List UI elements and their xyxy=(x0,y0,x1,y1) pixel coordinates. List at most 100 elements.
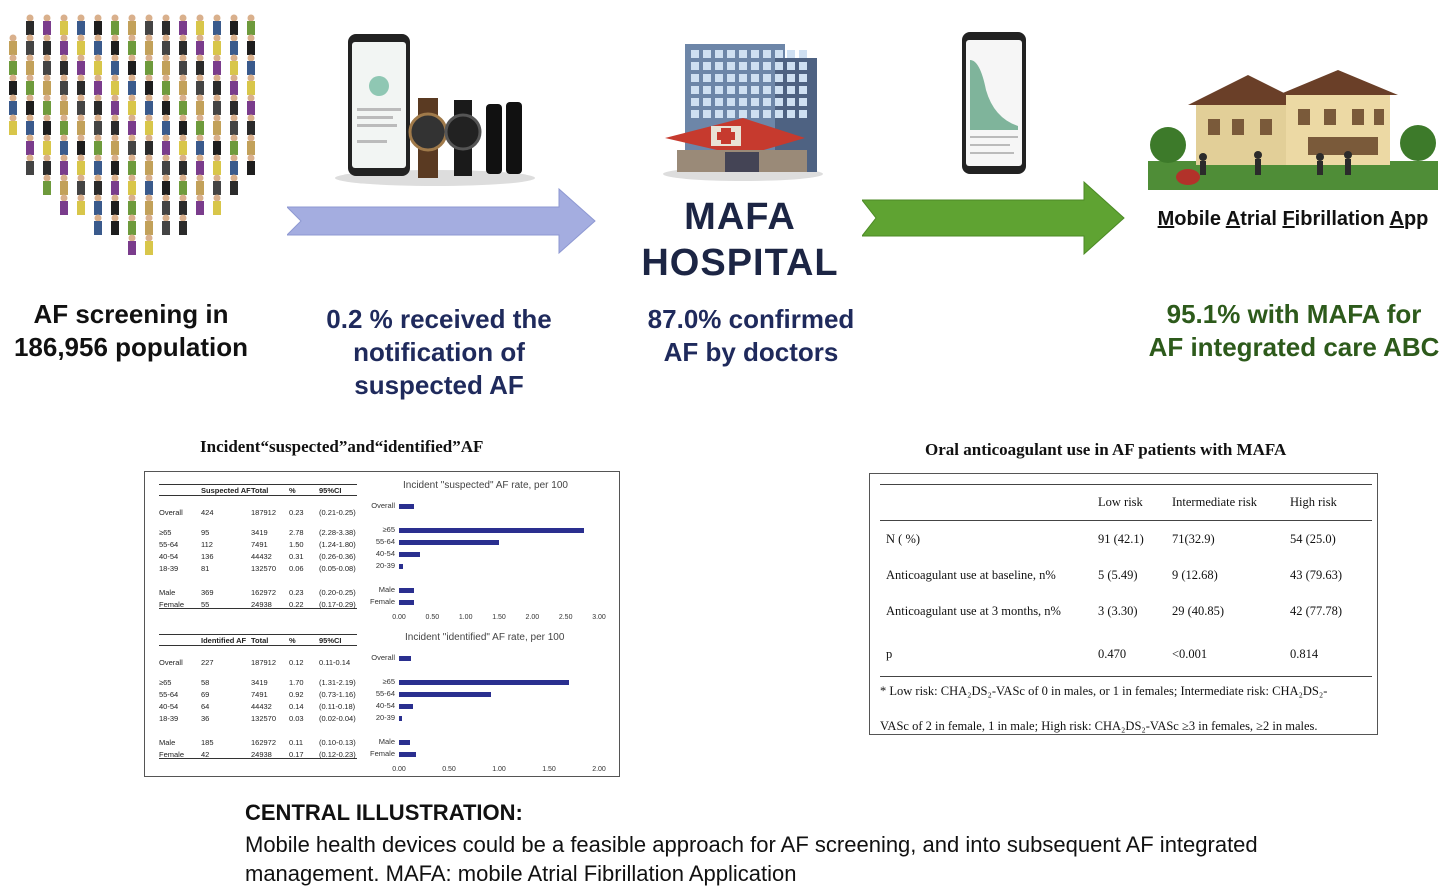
bar-category-label: 40-54 xyxy=(375,549,395,558)
table-cell: 58 xyxy=(201,678,210,687)
x-tick-label: 1.00 xyxy=(458,614,473,621)
bar xyxy=(399,656,411,661)
table-cell: (0.12-0.23) xyxy=(319,750,356,759)
table-cell: 44432 xyxy=(251,702,272,711)
mobile-af-app-label: Mobile Atrial Fibrillation App xyxy=(1157,208,1429,230)
table-cell: 24938 xyxy=(251,750,272,759)
table-cell: 69 xyxy=(201,690,210,699)
table-rule xyxy=(880,676,1372,677)
bar xyxy=(399,704,413,709)
anticoagulant-table-panel: Low risk Intermediate risk High risk N ( %)… xyxy=(869,473,1378,735)
table-cell: 36 xyxy=(201,714,210,723)
x-tick-label: 2.50 xyxy=(558,614,573,621)
table-cell: (0.21-0.25) xyxy=(319,508,356,517)
oac-cell: <0.001 xyxy=(1172,647,1208,661)
bar-category-label: Female xyxy=(369,597,395,606)
x-tick-label: 0.00 xyxy=(392,614,406,621)
bar-category-label: 40-54 xyxy=(375,701,395,710)
table-rule xyxy=(159,645,357,646)
bar-category-label: 55-64 xyxy=(375,689,395,698)
bar xyxy=(399,680,569,685)
table-cell: 1.50 xyxy=(289,540,304,549)
oac-header-cell: Intermediate risk xyxy=(1172,495,1258,509)
oac-header-cell: High risk xyxy=(1290,495,1337,509)
bar-category-label: Male xyxy=(378,737,395,746)
table-cell: 187912 xyxy=(251,508,277,517)
table-rule xyxy=(159,634,357,635)
phone-app-illustration xyxy=(962,32,1026,174)
table-cell: 3419 xyxy=(251,528,268,537)
table-cell: 55-64 xyxy=(159,690,179,699)
bar xyxy=(399,692,491,697)
bar xyxy=(399,564,403,569)
table-cell: 0.06 xyxy=(289,564,304,573)
table-rule xyxy=(159,758,357,759)
oac-cell: 5 (5.49) xyxy=(1098,568,1138,582)
header-cell: % xyxy=(289,486,296,495)
oac-cell: 0.814 xyxy=(1290,647,1319,661)
suspected-chart-title: Incident "suspected" AF rate, per 100 xyxy=(403,480,568,491)
table-row: 40-54 64 44432 0.14 (0.11-0.18) xyxy=(159,702,389,712)
table-cell: 0.12 xyxy=(289,658,304,667)
table-cell: (0.73-1.16) xyxy=(319,690,356,699)
table-cell: (0.10-0.13) xyxy=(319,738,356,747)
table-cell: (2.28-3.38) xyxy=(319,528,356,537)
table-cell: 162972 xyxy=(251,738,277,747)
header-cell: Total xyxy=(251,636,269,645)
table-cell: 0.23 xyxy=(289,588,304,597)
table-cell: 81 xyxy=(201,564,210,573)
table-cell: 187912 xyxy=(251,658,277,667)
table-cell: Male xyxy=(159,588,176,597)
bar xyxy=(399,504,415,509)
table-cell: Male xyxy=(159,738,176,747)
table-row: Male 369 162972 0.23 (0.20-0.25) xyxy=(159,588,389,598)
x-tick-label: 2.00 xyxy=(525,614,540,621)
bar-category-label: ≥65 xyxy=(382,677,395,686)
table-cell: (0.17-0.29) xyxy=(319,600,356,609)
table-rule xyxy=(159,608,357,609)
table-cell: 42 xyxy=(201,750,210,759)
incidence-panel: Suspected AF Total% 95%CI Overall 424 187912 0… xyxy=(144,471,620,777)
oac-cell: 71(32.9) xyxy=(1172,532,1215,546)
header-cell: 95%CI xyxy=(319,486,342,495)
table-cell: 0.22 xyxy=(289,600,304,609)
heart-of-people-illustration xyxy=(9,14,255,255)
table-cell: 0.11-0.14 xyxy=(319,658,351,667)
table-cell: 7491 xyxy=(251,540,268,549)
table-cell: 40-54 xyxy=(159,702,179,711)
oac-footnote: * Low risk: CHA₂DS₂-VASc of 0 in males, … xyxy=(880,684,1328,698)
oac-cell: 9 (12.68) xyxy=(1172,568,1218,582)
table-cell: 0.17 xyxy=(289,750,304,759)
table-cell: (1.24-1.80) xyxy=(319,540,356,549)
table-cell: 227 xyxy=(201,658,214,667)
table-row: 40-54 136 44432 0.31 (0.26-0.36) xyxy=(159,552,389,562)
bar-category-label: 55-64 xyxy=(375,537,395,546)
bar xyxy=(399,740,410,745)
table-row: 18-39 81 132570 0.06 (0.05-0.08) xyxy=(159,564,389,574)
table-row: Female 42 24938 0.17 (0.12-0.23) xyxy=(159,750,389,760)
table-cell: 132570 xyxy=(251,564,277,573)
table-row: Female 55 24938 0.22 (0.17-0.29) xyxy=(159,600,389,610)
table-cell: 0.23 xyxy=(289,508,304,517)
table-cell: (1.31-2.19) xyxy=(319,678,356,687)
bar xyxy=(399,716,402,721)
table-row: ≥65 58 3419 1.70 (1.31-2.19) xyxy=(159,678,389,688)
table-cell: Overall xyxy=(159,508,183,517)
header-cell: 95%CI xyxy=(319,636,342,645)
table-cell: 112 xyxy=(201,540,213,549)
table-rule xyxy=(880,520,1372,521)
oac-cell: p xyxy=(886,647,893,661)
table-cell: (0.02-0.04) xyxy=(319,714,356,723)
suspected-table: Suspected AF Total% 95%CI Overall 424 187912 0… xyxy=(159,484,359,611)
bar xyxy=(399,752,416,757)
caption-notification: 0.2 % received the notification of suspect… xyxy=(326,304,552,400)
bar xyxy=(399,552,420,557)
oac-cell: 42 (77.78) xyxy=(1290,604,1343,618)
header-cell: Total xyxy=(251,486,269,495)
x-tick-label: 0.50 xyxy=(425,614,440,621)
table-cell: 0.14 xyxy=(289,702,304,711)
table-cell: (0.11-0.18) xyxy=(319,702,356,711)
table-cell: (0.05-0.08) xyxy=(319,564,356,573)
oac-header-cell: Low risk xyxy=(1098,495,1143,509)
table-cell: Overall xyxy=(159,658,183,667)
